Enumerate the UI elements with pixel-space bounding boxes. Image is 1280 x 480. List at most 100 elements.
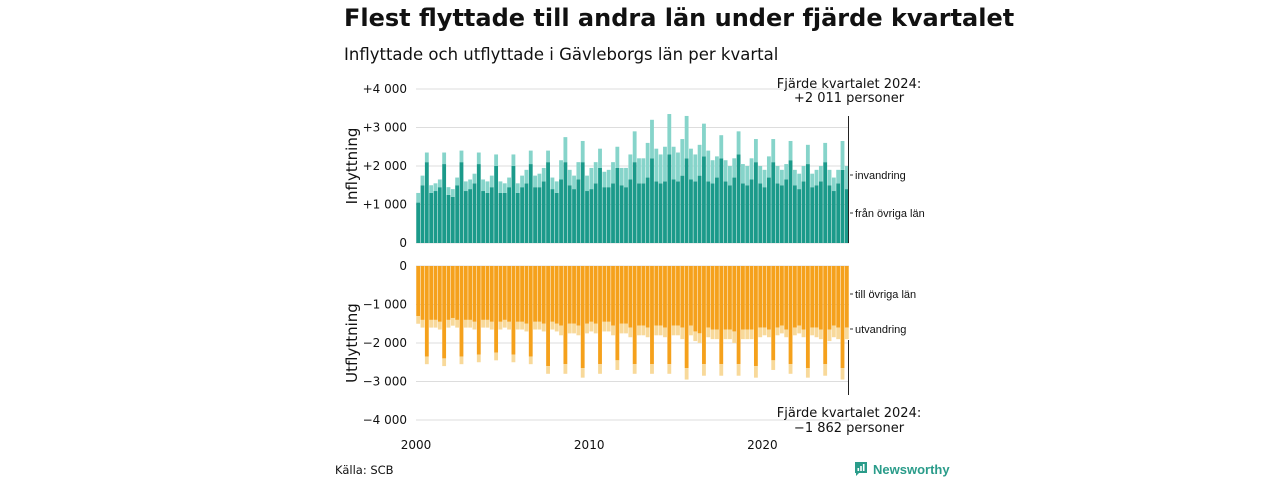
bar-inflow-international — [632, 131, 637, 163]
bar-inflow-international — [541, 167, 546, 182]
bar-outflow-domestic — [459, 266, 464, 357]
bar-inflow-domestic — [615, 167, 620, 243]
bar-outflow-domestic — [680, 266, 685, 328]
bar-inflow-domestic — [476, 164, 481, 243]
y-tick-label: −3 000 — [363, 375, 407, 389]
bar-outflow-international — [697, 333, 702, 343]
bar-inflow-international — [671, 146, 676, 180]
bar-outflow-international — [680, 327, 685, 340]
bar-outflow-international — [758, 327, 763, 338]
bar-inflow-international — [437, 179, 442, 188]
bar-outflow-international — [818, 329, 823, 340]
bar-inflow-international — [611, 162, 615, 184]
labels: +4 000 +3 000 +2 000 +1 000 0 Inflyttning från… — [343, 77, 925, 452]
bar-inflow-domestic — [663, 181, 667, 243]
bar-outflow-international — [637, 325, 641, 336]
bar-inflow-domestic — [836, 183, 841, 243]
bar-outflow-domestic — [667, 266, 672, 365]
y-tick-label: +2 000 — [363, 159, 407, 173]
bar-outflow-international — [706, 327, 711, 338]
series-label: till övriga län — [855, 289, 916, 301]
bar-inflow-international — [524, 169, 529, 184]
bar-inflow-domestic — [658, 183, 663, 243]
bar-outflow-international — [537, 321, 542, 330]
bar-outflow-domestic — [463, 266, 468, 320]
bar-inflow-domestic — [736, 154, 741, 243]
bar-inflow-international — [693, 154, 698, 182]
annotation-text: −1 862 personer — [794, 421, 905, 436]
bar-inflow-domestic — [775, 183, 780, 243]
bar-outflow-domestic — [502, 266, 507, 320]
bar-inflow-international — [684, 115, 689, 159]
bar-inflow-international — [598, 148, 602, 168]
bar-outflow-domestic — [481, 266, 486, 320]
bar-inflow-domestic — [814, 185, 819, 243]
bar-inflow-international — [667, 114, 672, 155]
bar-inflow-international — [615, 146, 620, 168]
chart-title: Flest flyttade till andra län under fjär… — [344, 4, 1015, 32]
bar-inflow-international — [567, 169, 572, 186]
bar-outflow-international — [632, 364, 637, 374]
bar-outflow-domestic — [511, 266, 516, 355]
bar-inflow-domestic — [706, 181, 711, 243]
bar-inflow-international — [723, 160, 728, 182]
x-tick-label: 2010 — [574, 438, 605, 452]
bar-outflow-domestic — [420, 266, 425, 320]
y-tick-label: −4 000 — [363, 413, 407, 427]
grid-outflow — [416, 265, 849, 421]
bar-outflow-domestic — [706, 266, 711, 328]
bar-inflow-domestic — [459, 162, 464, 243]
bar-outflow-domestic — [416, 266, 421, 317]
series-label: från övriga län — [855, 208, 925, 220]
bar-inflow-international — [818, 166, 823, 182]
y-tick-label: +1 000 — [363, 198, 407, 212]
bar-inflow-domestic — [693, 181, 698, 243]
bar-inflow-domestic — [827, 185, 832, 243]
bar-outflow-international — [446, 319, 451, 328]
bar-outflow-domestic — [546, 266, 550, 367]
bar-inflow-international — [580, 140, 585, 163]
bar-outflow-domestic — [554, 266, 559, 324]
bar-inflow-domestic — [805, 164, 810, 243]
bar-inflow-international — [494, 154, 499, 166]
bar-outflow-domestic — [563, 266, 568, 365]
bar-outflow-international — [667, 364, 672, 374]
bar-outflow-international — [710, 329, 715, 340]
bar-outflow-domestic — [442, 266, 447, 359]
bar-outflow-international — [593, 323, 598, 334]
bar-outflow-international — [476, 354, 481, 363]
bar-inflow-international — [840, 140, 845, 170]
bar-inflow-international — [766, 156, 771, 178]
bar-inflow-international — [429, 185, 434, 193]
bar-inflow-domestic — [598, 167, 602, 243]
bar-outflow-domestic — [736, 266, 741, 365]
bar-inflow-domestic — [676, 181, 680, 243]
bar-inflow-international — [624, 167, 628, 188]
bar-outflow-domestic — [537, 266, 542, 322]
bar-inflow-domestic — [792, 185, 797, 243]
bar-outflow-domestic — [840, 266, 845, 369]
bar-inflow-domestic — [753, 162, 758, 243]
bar-inflow-international — [775, 166, 780, 184]
bar-inflow-domestic — [481, 191, 486, 243]
bar-inflow-domestic — [671, 179, 676, 243]
bar-outflow-international — [736, 364, 741, 376]
bar-outflow-international — [567, 323, 572, 334]
bar-inflow-domestic — [689, 179, 693, 243]
bar-inflow-domestic — [446, 194, 451, 243]
bar-outflow-international — [615, 360, 620, 370]
newsworthy-logo-icon — [855, 462, 867, 476]
bar-inflow-international — [511, 154, 516, 166]
bar-outflow-domestic — [533, 266, 537, 322]
bar-inflow-international — [771, 139, 776, 163]
bar-inflow-international — [749, 158, 754, 180]
bar-inflow-international — [416, 192, 421, 203]
bar-inflow-domestic — [589, 189, 594, 243]
bar-inflow-domestic — [831, 191, 836, 243]
bar-inflow-international — [797, 173, 802, 190]
bar-inflow-international — [784, 164, 789, 180]
bar-inflow-international — [489, 175, 494, 188]
bar-inflow-domestic — [771, 162, 776, 243]
bar-outflow-international — [801, 329, 806, 338]
bar-outflow-domestic — [693, 266, 698, 332]
